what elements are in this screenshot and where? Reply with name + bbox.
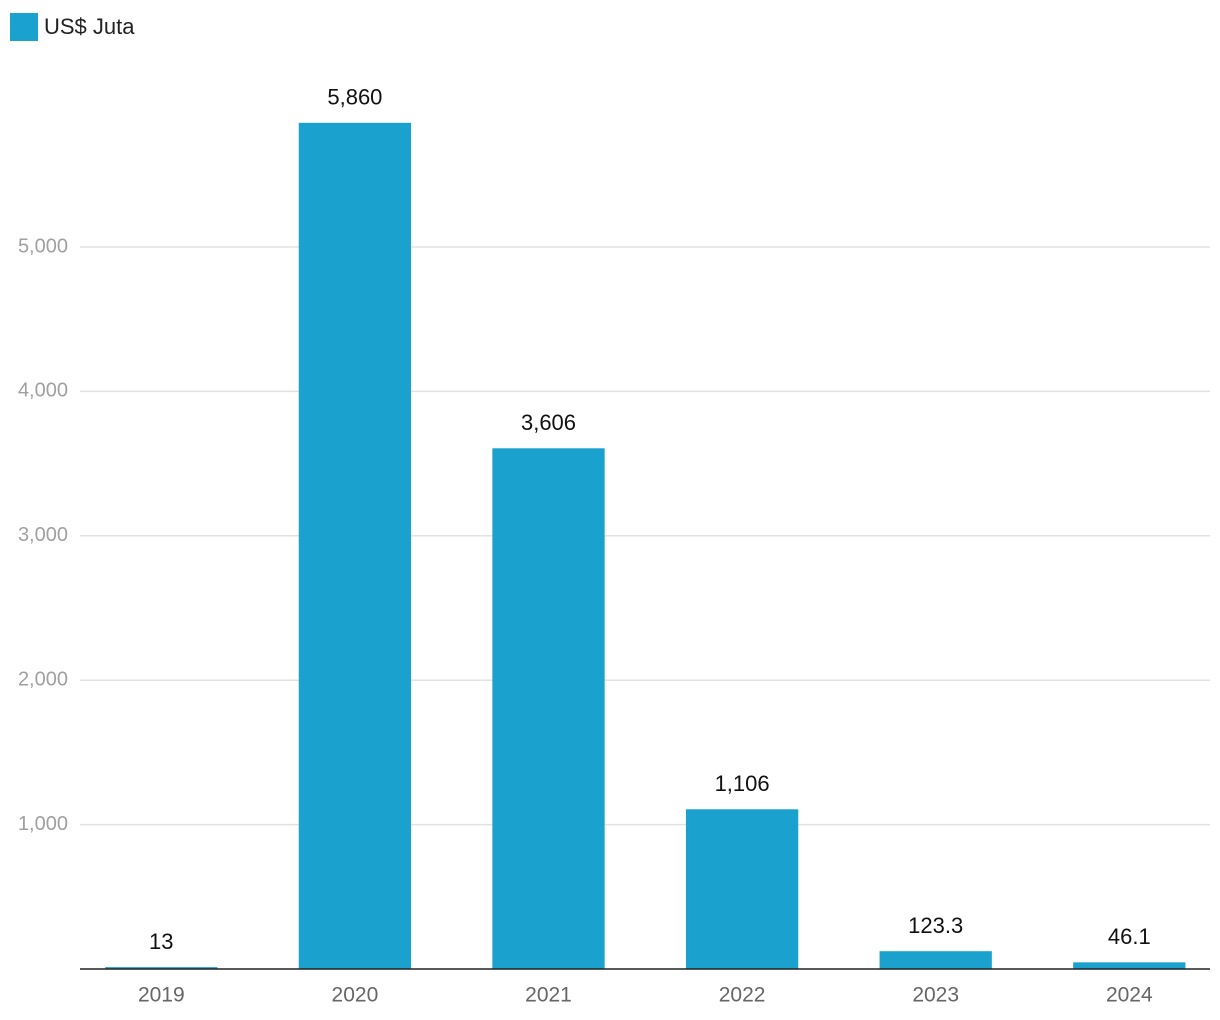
value-label: 46.1	[1108, 924, 1151, 949]
bar	[105, 967, 218, 969]
bar	[1073, 962, 1186, 969]
y-tick-label: 3,000	[18, 524, 68, 546]
x-tick-label: 2022	[719, 984, 766, 1007]
value-label: 3,606	[521, 410, 576, 435]
x-tick-label: 2019	[138, 984, 185, 1007]
x-tick-label: 2021	[525, 984, 572, 1007]
value-label: 13	[149, 929, 173, 954]
x-tick-label: 2020	[332, 984, 379, 1007]
value-label: 5,860	[327, 85, 382, 110]
legend-label: US$ Juta	[44, 14, 135, 39]
bar	[685, 809, 799, 969]
bar	[298, 122, 412, 970]
bar	[492, 448, 605, 970]
bar	[879, 951, 992, 969]
y-tick-label: 5,000	[18, 235, 68, 257]
y-tick-label: 4,000	[18, 380, 68, 402]
legend-swatch	[10, 13, 38, 41]
x-tick-label: 2023	[912, 984, 959, 1007]
value-label: 123.3	[908, 913, 963, 938]
value-label: 1,106	[715, 771, 770, 796]
x-tick-label: 2024	[1106, 984, 1153, 1007]
y-tick-label: 1,000	[18, 813, 68, 835]
y-tick-label: 2,000	[18, 668, 68, 690]
